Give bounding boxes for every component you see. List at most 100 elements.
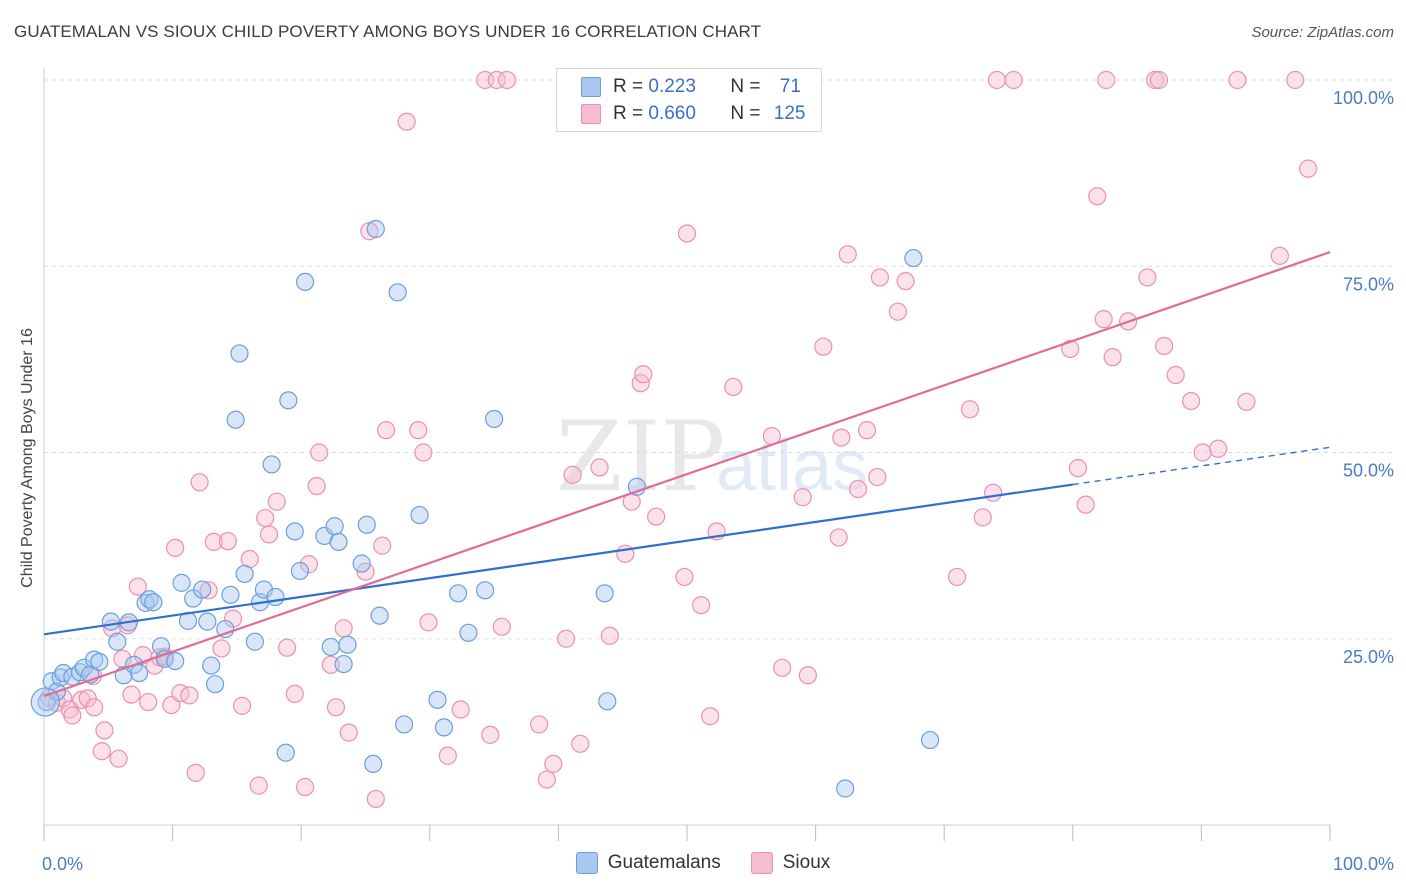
- data-point: [373, 536, 392, 555]
- data-point: [1149, 70, 1169, 90]
- legend-item-sioux[interactable]: Sioux: [750, 852, 830, 874]
- data-point: [221, 585, 240, 604]
- data-point: [481, 725, 500, 744]
- r-value: 0.223: [648, 76, 696, 97]
- data-point: [1138, 268, 1157, 287]
- data-point: [537, 770, 556, 789]
- data-point: [1237, 392, 1256, 411]
- data-point: [428, 690, 447, 709]
- data-point: [109, 749, 128, 768]
- data-point: [870, 268, 890, 287]
- r-label: R =: [613, 103, 644, 124]
- data-point: [130, 663, 149, 683]
- data-point: [321, 637, 340, 657]
- data-point: [1146, 70, 1165, 90]
- data-point: [277, 638, 297, 657]
- data-point: [960, 400, 980, 419]
- data-point: [230, 344, 249, 363]
- y-tick-label: 50.0%: [1343, 461, 1394, 481]
- data-point: [299, 555, 319, 574]
- data-point: [1097, 70, 1116, 90]
- data-point: [920, 730, 940, 750]
- watermark-atlas: atlas: [716, 426, 868, 506]
- data-point: [235, 564, 254, 584]
- data-point: [108, 632, 127, 651]
- data-point: [590, 458, 609, 477]
- data-point: [186, 763, 205, 782]
- data-point: [1004, 70, 1023, 90]
- data-point: [459, 623, 478, 642]
- legend-swatch-sioux: [750, 852, 773, 874]
- data-point: [226, 410, 245, 429]
- data-point: [798, 666, 817, 685]
- data-point: [172, 573, 191, 592]
- data-point: [492, 617, 511, 636]
- data-point: [92, 742, 111, 761]
- data-point: [339, 723, 358, 742]
- legend-item-guatemalans[interactable]: Guatemalans: [575, 852, 721, 874]
- data-point: [338, 635, 357, 654]
- data-point: [544, 754, 563, 774]
- data-point: [1182, 391, 1201, 411]
- data-point: [647, 507, 666, 526]
- data-point: [290, 561, 310, 581]
- data-point: [1155, 336, 1174, 356]
- data-point: [334, 619, 353, 638]
- data-point: [487, 70, 506, 90]
- data-point: [295, 777, 315, 797]
- n-label: N =: [730, 103, 761, 124]
- data-point: [1068, 459, 1088, 478]
- data-point: [30, 687, 60, 717]
- data-point: [438, 746, 457, 765]
- data-point: [166, 651, 185, 671]
- data-point: [279, 391, 298, 410]
- data-point: [868, 467, 887, 487]
- data-point: [218, 532, 237, 551]
- data-point: [1193, 443, 1212, 462]
- data-point: [814, 337, 833, 356]
- data-point: [1270, 246, 1289, 265]
- data-point: [193, 580, 212, 599]
- data-point: [63, 706, 82, 725]
- data-point: [419, 613, 438, 632]
- data-point: [90, 652, 109, 671]
- data-point: [1061, 339, 1080, 359]
- data-point: [896, 272, 915, 291]
- trend-line-sioux: [43, 251, 1331, 698]
- data-point: [397, 112, 416, 131]
- data-point: [600, 626, 619, 645]
- data-point: [180, 686, 199, 705]
- data-point: [329, 532, 348, 552]
- data-point: [326, 698, 346, 717]
- data-point: [190, 473, 209, 492]
- data-point: [1286, 70, 1305, 90]
- data-point: [262, 455, 281, 474]
- data-point: [202, 656, 221, 675]
- data-point: [677, 224, 697, 243]
- stats-row-sioux: R = 0.660 N = 125: [581, 100, 805, 128]
- data-point: [485, 409, 504, 429]
- data-point: [267, 492, 286, 511]
- data-point: [1103, 348, 1122, 367]
- data-point: [285, 684, 304, 703]
- n-value: 125: [773, 103, 806, 124]
- data-point: [78, 689, 97, 708]
- data-point: [212, 639, 231, 658]
- r-label: R =: [613, 76, 644, 97]
- data-point: [557, 629, 576, 648]
- chart-title: GUATEMALAN VS SIOUX CHILD POVERTY AMONG …: [14, 22, 762, 41]
- data-point: [530, 715, 549, 734]
- y-tick-label: 100.0%: [1333, 88, 1394, 108]
- data-point: [857, 421, 877, 440]
- data-point: [409, 421, 428, 440]
- x-tick-label: 100.0%: [1333, 854, 1394, 874]
- data-point: [334, 654, 353, 674]
- data-point: [451, 700, 470, 719]
- watermark-zip: ZIP: [556, 401, 725, 513]
- data-point: [321, 655, 340, 674]
- data-point: [793, 488, 812, 507]
- data-point: [370, 606, 389, 625]
- data-point: [276, 743, 295, 762]
- y-tick-label: 75.0%: [1343, 274, 1394, 294]
